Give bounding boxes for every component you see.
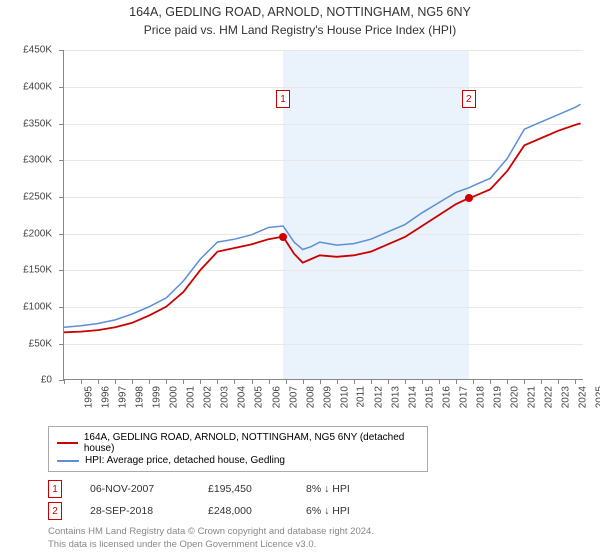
- x-tick: [183, 379, 184, 384]
- y-tick: [59, 160, 64, 161]
- y-axis-label: £450K: [2, 45, 52, 56]
- x-tick: [575, 379, 576, 384]
- sale-delta: 8% ↓ HPI: [306, 483, 396, 495]
- series-property: [64, 124, 581, 333]
- x-tick: [166, 379, 167, 384]
- x-tick: [405, 379, 406, 384]
- legend-label-hpi: HPI: Average price, detached house, Gedl…: [85, 455, 285, 466]
- legend-item-hpi: HPI: Average price, detached house, Gedl…: [57, 455, 419, 466]
- x-tick: [132, 379, 133, 384]
- y-axis-label: £350K: [2, 118, 52, 129]
- y-tick: [59, 344, 64, 345]
- y-axis-label: £250K: [2, 191, 52, 202]
- x-tick: [81, 379, 82, 384]
- y-axis-label: £200K: [2, 228, 52, 239]
- y-tick: [59, 124, 64, 125]
- x-tick: [320, 379, 321, 384]
- plot-region: 12: [63, 50, 583, 380]
- y-axis-label: £150K: [2, 265, 52, 276]
- y-axis-label: £50K: [2, 338, 52, 349]
- y-tick: [59, 307, 64, 308]
- chart-area: 12 £0£50K£100K£150K£200K£250K£300K£350K£…: [8, 44, 592, 418]
- x-tick: [388, 379, 389, 384]
- y-axis-label: £400K: [2, 81, 52, 92]
- x-tick: [149, 379, 150, 384]
- x-tick: [473, 379, 474, 384]
- x-tick: [558, 379, 559, 384]
- x-tick: [371, 379, 372, 384]
- line-layer: [64, 50, 583, 379]
- sale-marker-icon: 2: [48, 502, 62, 520]
- x-tick: [507, 379, 508, 384]
- x-tick: [490, 379, 491, 384]
- x-tick: [269, 379, 270, 384]
- sale-marker-box: 1: [276, 90, 290, 108]
- x-tick: [64, 379, 65, 384]
- sales-row: 1 06-NOV-2007 £195,450 8% ↓ HPI: [48, 480, 592, 498]
- sales-table: 1 06-NOV-2007 £195,450 8% ↓ HPI 2 28-SEP…: [48, 480, 592, 520]
- x-tick: [98, 379, 99, 384]
- footer: Contains HM Land Registry data © Crown c…: [48, 526, 592, 551]
- series-hpi: [64, 105, 581, 328]
- x-tick: [252, 379, 253, 384]
- chart-container: 164A, GEDLING ROAD, ARNOLD, NOTTINGHAM, …: [0, 0, 600, 560]
- sale-price: £195,450: [208, 483, 278, 495]
- x-tick: [541, 379, 542, 384]
- legend-item-property: 164A, GEDLING ROAD, ARNOLD, NOTTINGHAM, …: [57, 432, 419, 454]
- sales-row: 2 28-SEP-2018 £248,000 6% ↓ HPI: [48, 502, 592, 520]
- x-tick: [422, 379, 423, 384]
- sale-delta: 6% ↓ HPI: [306, 505, 396, 517]
- x-tick: [337, 379, 338, 384]
- y-tick: [59, 270, 64, 271]
- x-tick: [234, 379, 235, 384]
- title-block: 164A, GEDLING ROAD, ARNOLD, NOTTINGHAM, …: [8, 4, 592, 38]
- x-tick: [303, 379, 304, 384]
- sale-dot: [465, 194, 473, 202]
- footer-line: This data is licensed under the Open Gov…: [48, 539, 592, 551]
- sale-date: 06-NOV-2007: [90, 483, 180, 495]
- legend-label-property: 164A, GEDLING ROAD, ARNOLD, NOTTINGHAM, …: [84, 432, 419, 454]
- y-tick: [59, 50, 64, 51]
- x-tick: [354, 379, 355, 384]
- sale-dot: [279, 233, 287, 241]
- y-axis-label: £100K: [2, 301, 52, 312]
- x-tick: [217, 379, 218, 384]
- sale-marker-icon: 1: [48, 480, 62, 498]
- sale-marker-box: 2: [462, 90, 476, 108]
- legend-swatch-hpi: [57, 460, 79, 462]
- legend-swatch-property: [57, 442, 78, 444]
- y-axis-label: £0: [2, 375, 52, 386]
- x-tick: [439, 379, 440, 384]
- title-main: 164A, GEDLING ROAD, ARNOLD, NOTTINGHAM, …: [8, 4, 592, 22]
- sale-price: £248,000: [208, 505, 278, 517]
- x-tick: [200, 379, 201, 384]
- y-tick: [59, 87, 64, 88]
- x-tick: [456, 379, 457, 384]
- y-tick: [59, 234, 64, 235]
- legend: 164A, GEDLING ROAD, ARNOLD, NOTTINGHAM, …: [48, 426, 428, 472]
- x-tick: [115, 379, 116, 384]
- sale-date: 28-SEP-2018: [90, 505, 180, 517]
- footer-line: Contains HM Land Registry data © Crown c…: [48, 526, 592, 538]
- x-tick: [286, 379, 287, 384]
- title-sub: Price paid vs. HM Land Registry's House …: [8, 22, 592, 39]
- y-axis-label: £300K: [2, 155, 52, 166]
- y-tick: [59, 197, 64, 198]
- x-tick: [524, 379, 525, 384]
